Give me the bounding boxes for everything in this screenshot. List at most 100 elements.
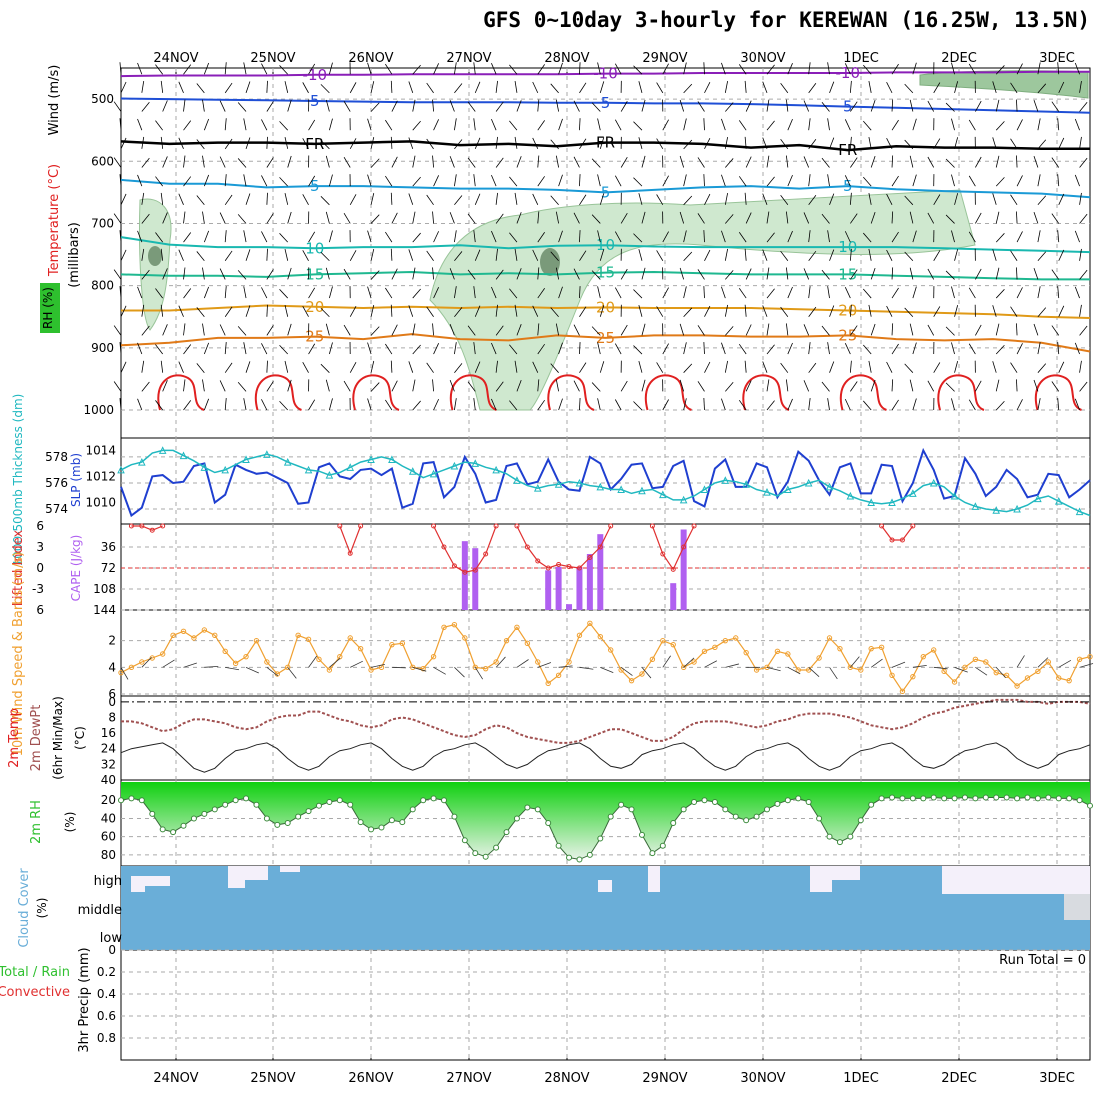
wind-barb: [744, 80, 747, 93]
wind-barb: [951, 342, 955, 355]
wind-barb: [537, 99, 540, 112]
wind-barb: [597, 118, 601, 131]
wind-barb: [891, 155, 894, 168]
cape-bar: [576, 566, 583, 610]
wind-barb: [808, 118, 811, 131]
wind-barb: [641, 99, 646, 112]
thickness-series-line: [120, 449, 1091, 517]
wind-barb: [933, 194, 941, 206]
wind-barb: [537, 120, 545, 131]
thickness-data-point: [700, 485, 709, 493]
wind-barb: [683, 195, 693, 206]
wind-barb: [367, 398, 372, 411]
wind-barb: [808, 250, 817, 262]
precip-run-total: Run Total = 0: [999, 953, 1086, 968]
rh-data-point: [430, 795, 437, 802]
wind-barb: [495, 157, 504, 168]
wind-barb: [683, 363, 693, 373]
wind-barb: [509, 120, 518, 131]
wind-barb: [808, 174, 811, 187]
temperature-contour-label: 15: [838, 265, 857, 283]
wind-barb: [516, 100, 522, 112]
wind-speed-point: [222, 648, 228, 655]
date-label-bottom: 2DEC: [941, 1071, 977, 1086]
wind-speed-point: [1014, 683, 1020, 689]
wind-barb: [995, 155, 1000, 168]
wind-speed-point: [597, 633, 603, 640]
wind-barb: [370, 326, 380, 336]
wind-barb: [679, 323, 685, 336]
precip-tick-label: 0.2: [97, 965, 116, 979]
rh-data-point: [722, 806, 729, 813]
thickness-data-point: [575, 478, 584, 487]
lifted-index-point: [535, 558, 541, 564]
wind-barb: [951, 118, 955, 131]
date-label-top: 1DEC: [843, 51, 879, 66]
thickness-data-point: [325, 471, 334, 479]
wind-barb: [1051, 325, 1060, 336]
wind-barb: [1051, 101, 1060, 112]
wind-barb: [370, 304, 375, 317]
rh-tick-label: 20: [101, 793, 116, 807]
precip-tick-label: 0.6: [97, 1009, 116, 1023]
wind-barb: [1051, 157, 1060, 168]
wind-barb: [120, 361, 127, 373]
thickness-data-point: [846, 491, 855, 500]
wind-barb: [537, 232, 545, 243]
wind-barb: [803, 324, 810, 336]
wind-barb: [219, 100, 226, 112]
wind-barb: [284, 248, 289, 261]
wind-barb: [495, 213, 504, 224]
temperature-contour: [644, 374, 692, 411]
wind-barb: [849, 248, 852, 261]
lifted-index-point: [524, 544, 530, 550]
rh-data-point: [378, 824, 385, 831]
thickness-data-point: [888, 498, 896, 506]
wind-barb: [1016, 175, 1023, 187]
wind-barb: [821, 381, 830, 392]
wind-barb: [495, 192, 498, 205]
wind-barb: [370, 81, 375, 93]
wind-barb: [203, 118, 210, 131]
wind-barb: [467, 213, 476, 224]
wind-speed-point: [639, 671, 645, 677]
wind-barb: [909, 323, 914, 336]
wind-barb: [532, 193, 539, 205]
wind-barb: [550, 251, 559, 262]
wind-barb: [785, 211, 789, 224]
wind-barb: [266, 325, 274, 336]
wind-barb: [243, 230, 247, 243]
temperature-contour: [120, 236, 1091, 254]
cape-bar: [670, 583, 677, 610]
wind-barb: [803, 100, 810, 112]
wind-barb: [160, 304, 164, 317]
wind-barb-10m: [787, 666, 801, 675]
wind-barb: [968, 287, 976, 299]
wind-barb: [119, 286, 122, 299]
rh-data-point: [138, 797, 145, 804]
rh-data-point: [607, 813, 614, 820]
wind-barb: [844, 119, 851, 131]
wind-barb: [599, 361, 605, 373]
wind-speed-point: [232, 660, 239, 667]
wind-barb: [555, 323, 560, 336]
wind-barb: [183, 232, 192, 243]
wind-barb: [391, 212, 398, 224]
lifted-index-point: [139, 523, 145, 529]
wind-barb: [474, 81, 481, 94]
wind-barb: [183, 99, 186, 112]
wind-barb: [787, 230, 793, 243]
wind-barb: [408, 137, 414, 149]
wind-speed-point: [368, 667, 374, 673]
wind-barb-10m: [1037, 657, 1049, 668]
slp-tick-label: 1012: [85, 469, 116, 483]
wind-barb: [454, 118, 457, 131]
wind-barb: [633, 345, 643, 355]
wind-speed-point: [1035, 668, 1041, 675]
wind-barb: [1037, 118, 1041, 131]
wind-barb: [870, 379, 876, 392]
wind-barb: [620, 101, 628, 112]
wind-barb-10m: [350, 660, 363, 668]
wind-barb: [433, 287, 440, 299]
wind-barb: [196, 251, 205, 262]
